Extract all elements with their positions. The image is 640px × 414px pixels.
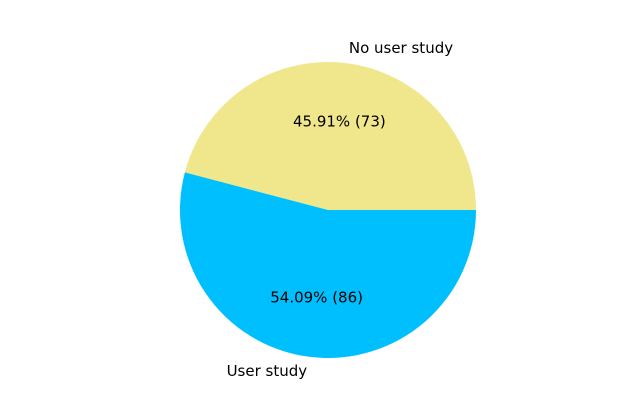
slice-percent-user-study: 54.09% (86) (270, 289, 363, 307)
slice-percent-no-user-study: 45.91% (73) (293, 112, 386, 130)
pie-slice-user-study (180, 172, 476, 358)
slice-label-user-study: User study (227, 362, 308, 380)
pie-slice-no-user-study (184, 61, 476, 210)
slice-label-no-user-study: No user study (349, 39, 453, 57)
